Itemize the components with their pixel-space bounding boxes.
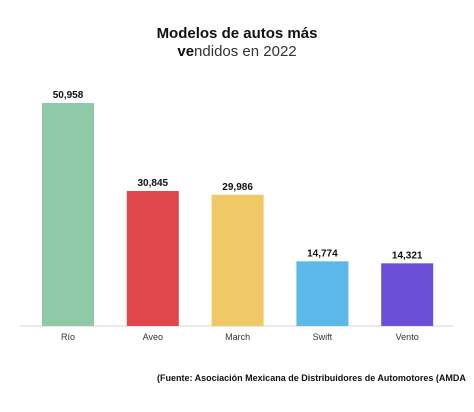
bar-march: [211, 194, 264, 326]
data-label: 14,321: [392, 250, 423, 261]
chart-title-line2: vendidos en 2022: [0, 43, 474, 60]
source-note: (Fuente: Asociación Mexicana de Distribu…: [157, 373, 466, 383]
bar-aveo: [126, 191, 179, 326]
x-tick-label: Aveo: [143, 332, 163, 342]
x-tick-label: Swift: [313, 332, 333, 342]
chart-title-line1: Modelos de autos más: [156, 25, 318, 42]
data-label: 29,986: [222, 182, 253, 193]
x-tick-label: Río: [61, 332, 75, 342]
x-tick-label: Vento: [396, 332, 419, 342]
bar-swift: [296, 261, 349, 326]
chart-title-line2-bold: ve: [177, 43, 195, 60]
data-label: 30,845: [138, 178, 169, 189]
bar-vento: [381, 263, 434, 326]
chart-title-line2-rest: ndidos en 2022: [194, 43, 297, 60]
x-tick-label: March: [225, 332, 250, 342]
bar-río: [42, 103, 94, 326]
data-label: 50,958: [53, 90, 84, 101]
data-label: 14,774: [307, 248, 338, 259]
